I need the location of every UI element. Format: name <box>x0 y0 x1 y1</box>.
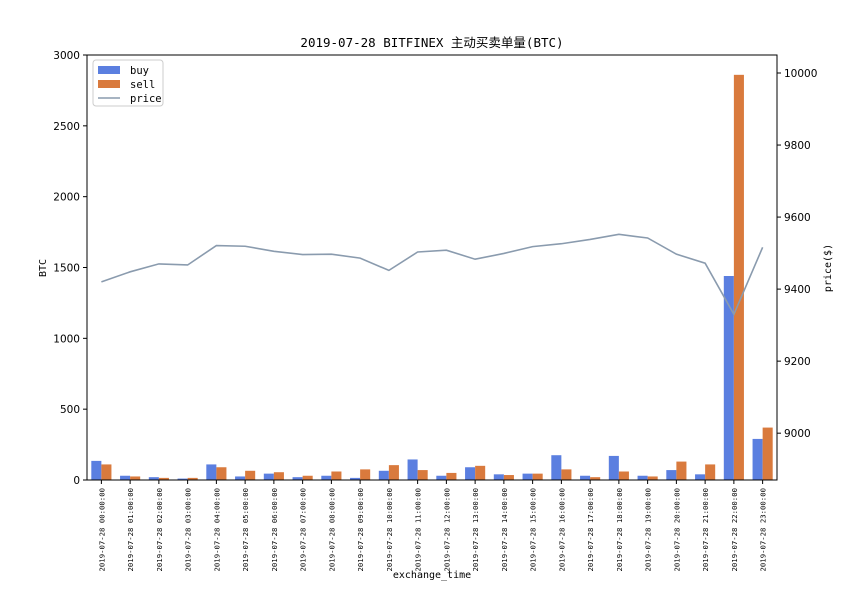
buy-bar <box>407 459 418 480</box>
buy-bar <box>695 474 706 480</box>
legend-swatch-sell <box>98 80 120 88</box>
y2-tick-label: 9600 <box>784 212 811 224</box>
sell-bar <box>158 477 169 481</box>
sell-bar <box>417 470 428 480</box>
sell-bar <box>561 469 572 481</box>
x-tick-label: 2019-07-28 10:00:00 <box>385 488 394 571</box>
sell-bar <box>733 74 744 480</box>
legend-label-price: price <box>130 93 162 105</box>
sell-bar <box>503 475 514 480</box>
plot-area: 0 500 1000 1500 2000 2500 3000 9000 9200 9400 9600… <box>53 50 817 571</box>
buy-bar <box>350 477 361 481</box>
buy-bar <box>580 475 591 480</box>
x-tick-label: 2019-07-28 04:00:00 <box>212 488 221 571</box>
buy-bar <box>522 473 533 481</box>
x-tick-label: 2019-07-28 00:00:00 <box>97 488 106 571</box>
buy-bar <box>292 477 303 480</box>
x-tick-label: 2019-07-28 09:00:00 <box>356 488 365 571</box>
buy-bar <box>263 473 274 481</box>
y-tick-label: 1500 <box>53 263 80 275</box>
x-tick-label: 2019-07-28 07:00:00 <box>299 488 308 571</box>
buy-bar <box>148 477 159 480</box>
legend-label-buy: buy <box>130 65 149 77</box>
legend-label-sell: sell <box>130 79 155 91</box>
chart-title: 2019-07-28 BITFINEX 主动买卖单量(BTC) <box>300 35 563 50</box>
y2-tick-label: 9200 <box>784 356 811 368</box>
y-tick-label: 0 <box>73 475 80 487</box>
y-tick-label: 1000 <box>53 333 80 345</box>
buy-bar <box>666 470 677 480</box>
sell-bar <box>647 476 658 480</box>
buy-bar <box>608 455 619 480</box>
x-tick-label: 2019-07-28 21:00:00 <box>701 488 710 571</box>
sell-bar <box>475 465 486 480</box>
sell-bar <box>331 471 342 480</box>
x-tick-label: 2019-07-28 20:00:00 <box>672 488 681 571</box>
buy-bar <box>436 475 447 480</box>
y2-tick-label: 9400 <box>784 284 811 296</box>
sell-bar <box>618 471 629 480</box>
y-tick-label: 2500 <box>53 121 80 133</box>
x-tick-label: 2019-07-28 15:00:00 <box>529 488 538 571</box>
x-tick-label: 2019-07-28 05:00:00 <box>241 488 250 571</box>
x-tick-label: 2019-07-28 06:00:00 <box>270 488 279 571</box>
y-tick-label: 500 <box>60 404 80 416</box>
x-tick-label: 2019-07-28 11:00:00 <box>414 488 423 571</box>
y2-axis-label: price($) <box>823 244 834 292</box>
buy-bar <box>235 476 246 480</box>
x-tick-label: 2019-07-28 18:00:00 <box>615 488 624 571</box>
x-tick-label: 2019-07-28 12:00:00 <box>442 488 451 571</box>
x-tick-label: 2019-07-28 14:00:00 <box>500 488 509 571</box>
sell-bar <box>360 469 371 481</box>
x-tick-label: 2019-07-28 13:00:00 <box>471 488 480 571</box>
y2-tick-label: 9800 <box>784 140 811 152</box>
buy-bar <box>493 474 504 480</box>
buy-bar <box>177 478 188 480</box>
sell-bar <box>676 461 687 480</box>
x-axis-label: exchange_time <box>393 570 471 581</box>
buy-bar <box>551 455 562 480</box>
sell-bar <box>762 427 773 480</box>
x-tick-label: 2019-07-28 08:00:00 <box>327 488 336 571</box>
sell-bar <box>216 467 227 480</box>
sell-bar <box>245 470 256 480</box>
buy-bar <box>723 276 734 480</box>
buy-bar <box>465 467 476 480</box>
y2-tick-label: 9000 <box>784 428 811 440</box>
y2-tick-label: 10000 <box>784 68 817 80</box>
sell-bar <box>705 464 716 480</box>
sell-bar <box>532 473 543 481</box>
sell-bar <box>388 465 399 481</box>
sell-bar <box>273 472 284 480</box>
x-tick-label: 2019-07-28 02:00:00 <box>155 488 164 571</box>
x-tick-label: 2019-07-28 19:00:00 <box>644 488 653 571</box>
y-axis-label: BTC <box>38 259 49 277</box>
buy-bar <box>91 460 102 481</box>
sell-bar <box>130 476 141 480</box>
plot-frame <box>86 54 778 481</box>
x-tick-label: 2019-07-28 03:00:00 <box>184 488 193 571</box>
y-tick-label: 2000 <box>53 192 80 204</box>
sell-bar <box>101 464 112 480</box>
sell-bar <box>446 472 457 480</box>
buy-bar <box>378 470 389 480</box>
y-tick-label: 3000 <box>53 50 80 62</box>
x-tick-label: 2019-07-28 16:00:00 <box>557 488 566 571</box>
x-tick-label: 2019-07-28 01:00:00 <box>126 488 135 571</box>
buy-bar <box>637 475 648 480</box>
legend: buy sell price <box>92 59 164 107</box>
buy-bar <box>321 475 332 480</box>
x-tick-label: 2019-07-28 23:00:00 <box>759 488 768 571</box>
sell-bar <box>302 475 313 480</box>
sell-bar <box>187 477 198 481</box>
x-tick-label: 2019-07-28 17:00:00 <box>586 488 595 571</box>
buy-bar <box>120 475 131 480</box>
price-line <box>101 233 764 317</box>
buy-bar <box>206 464 217 480</box>
buy-bar <box>752 438 763 480</box>
legend-swatch-buy <box>98 66 120 74</box>
x-tick-label: 2019-07-28 22:00:00 <box>730 488 739 571</box>
sell-bar <box>590 477 601 480</box>
